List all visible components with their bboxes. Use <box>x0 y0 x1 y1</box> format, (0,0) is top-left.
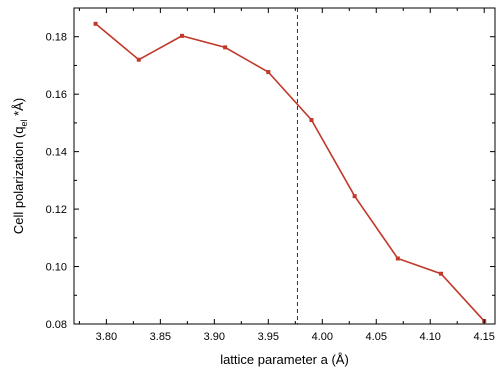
x-tick-label: 3.95 <box>258 331 279 343</box>
data-point <box>395 256 400 261</box>
y-tick-label: 0.10 <box>46 262 67 274</box>
x-tick-label: 3.80 <box>96 331 117 343</box>
x-tick-label: 3.90 <box>204 331 225 343</box>
plot-frame <box>73 7 496 325</box>
y-tick-label: 0.18 <box>46 32 67 44</box>
x-tick-label: 4.00 <box>312 331 333 343</box>
y-axis-label-main: Cell polarization (q <box>11 127 26 235</box>
y-tick-label: 0.08 <box>46 319 67 331</box>
y-tick-label: 0.16 <box>46 89 67 101</box>
data-point <box>136 57 141 62</box>
x-tick-label: 4.05 <box>366 331 387 343</box>
tick-layer: 3.80 3.85 3.90 3.95 4.00 4.05 4.10 4.15 0.08 0.10… <box>46 7 495 343</box>
data-point <box>179 33 184 38</box>
data-point <box>223 45 228 50</box>
x-tick-label: 4.15 <box>473 331 494 343</box>
y-axis-label-tail: *Å) <box>11 98 26 120</box>
data-point <box>266 70 271 75</box>
y-axis-label-subscript: el <box>19 119 29 126</box>
data-point <box>352 194 357 199</box>
y-axis-label: Cell polarization (qel *Å) <box>11 98 29 234</box>
series-layer <box>93 21 487 324</box>
data-point <box>93 21 98 26</box>
series-line <box>95 23 485 322</box>
x-tick-label: 4.10 <box>420 331 441 343</box>
y-tick-label: 0.12 <box>46 204 67 216</box>
data-point <box>309 118 314 123</box>
y-tick-label: 0.14 <box>46 147 67 159</box>
data-point <box>439 271 444 276</box>
x-tick-label: 3.85 <box>150 331 171 343</box>
x-axis-label: lattice parameter a (Å) <box>220 352 349 367</box>
